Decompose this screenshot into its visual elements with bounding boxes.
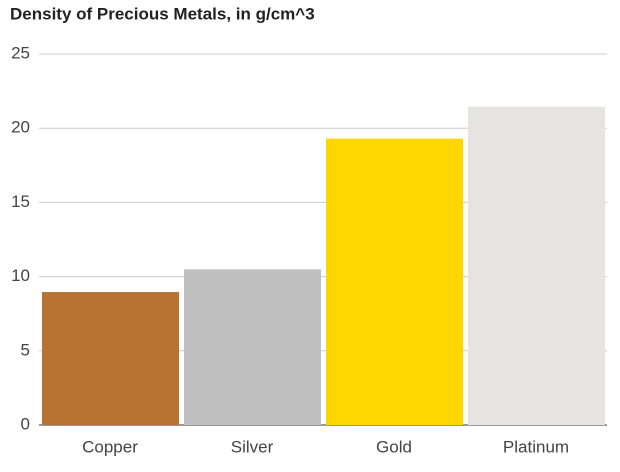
bar — [184, 269, 321, 425]
y-tick-label: 10 — [11, 266, 30, 285]
x-tick-label: Silver — [231, 437, 274, 456]
chart-title: Density of Precious Metals, in g/cm^3 — [10, 4, 315, 23]
y-tick-label: 5 — [21, 340, 30, 359]
y-tick-label: 0 — [21, 414, 30, 433]
y-tick-label: 20 — [11, 118, 30, 137]
x-tick-label: Gold — [376, 437, 412, 456]
x-tick-label: Platinum — [503, 437, 569, 456]
bar — [42, 292, 179, 425]
y-tick-label: 25 — [11, 43, 30, 62]
bar — [326, 138, 463, 425]
bar — [468, 106, 605, 425]
y-tick-label: 15 — [11, 192, 30, 211]
x-tick-label: Copper — [82, 437, 138, 456]
